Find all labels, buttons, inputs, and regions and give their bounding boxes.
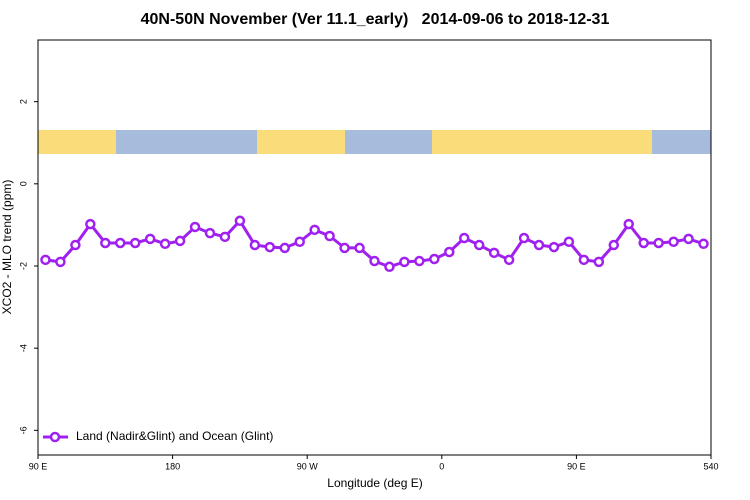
x-axis-title: Longitude (deg E) xyxy=(327,476,422,490)
data-point xyxy=(533,239,545,251)
data-point xyxy=(444,246,455,258)
data-point xyxy=(100,237,111,249)
data-point xyxy=(683,233,694,245)
data-point xyxy=(593,256,605,268)
data-point xyxy=(698,238,709,250)
data-point xyxy=(548,241,560,253)
data-point xyxy=(85,218,96,230)
legend-marker xyxy=(49,431,61,443)
data-point xyxy=(115,237,126,249)
data-point xyxy=(249,239,261,251)
data-point xyxy=(234,215,246,227)
y-axis-title: XCO2 - MLO trend (ppm) xyxy=(0,180,14,315)
data-point xyxy=(473,239,485,251)
x-tick-label: 90 E xyxy=(29,461,48,471)
map-strip xyxy=(38,130,711,154)
y-tick-label: 0 xyxy=(18,181,28,186)
data-point xyxy=(518,232,530,244)
chart-title: 40N-50N November (Ver 11.1_early) 2014-0… xyxy=(141,11,610,28)
data-point xyxy=(399,256,410,268)
x-tick-label: 0 xyxy=(439,461,444,471)
data-point xyxy=(578,254,590,266)
x-tick-label: 90 E xyxy=(567,461,586,471)
x-tick-label: 90 W xyxy=(297,461,319,471)
data-point xyxy=(608,239,620,251)
legend-label: Land (Nadir&Glint) and Ocean (Glint) xyxy=(76,429,273,443)
data-point xyxy=(129,237,141,249)
data-point xyxy=(384,261,395,273)
y-tick-label: 2 xyxy=(18,99,28,104)
data-point xyxy=(70,239,81,251)
data-point xyxy=(204,227,216,239)
data-point xyxy=(189,221,201,233)
data-point xyxy=(414,255,425,267)
data-point xyxy=(279,242,291,254)
data-point xyxy=(339,242,350,254)
plot-frame xyxy=(37,39,712,456)
data-point xyxy=(144,233,156,245)
y-tick-label: -6 xyxy=(18,426,28,434)
data-point xyxy=(159,238,171,250)
data-point xyxy=(55,256,66,268)
data-point xyxy=(563,236,575,247)
data-point xyxy=(40,254,51,266)
x-tick-label: 540 xyxy=(703,461,718,471)
data-point xyxy=(219,231,231,243)
data-point xyxy=(354,242,365,254)
data-point xyxy=(324,230,335,242)
x-tick-label: 180 xyxy=(165,461,180,471)
y-tick-label: -2 xyxy=(18,262,28,270)
data-point xyxy=(623,218,634,230)
data-point xyxy=(174,235,186,247)
y-tick-label: -4 xyxy=(18,344,28,352)
data-point xyxy=(458,232,470,244)
data-point xyxy=(264,241,276,253)
data-point xyxy=(369,255,380,267)
data-point xyxy=(429,253,440,265)
data-point xyxy=(488,247,500,259)
data-point xyxy=(668,236,679,247)
data-point xyxy=(503,254,515,266)
data-point xyxy=(638,237,649,249)
data-point xyxy=(309,224,320,236)
data-point xyxy=(294,236,305,247)
data-point xyxy=(653,237,664,249)
